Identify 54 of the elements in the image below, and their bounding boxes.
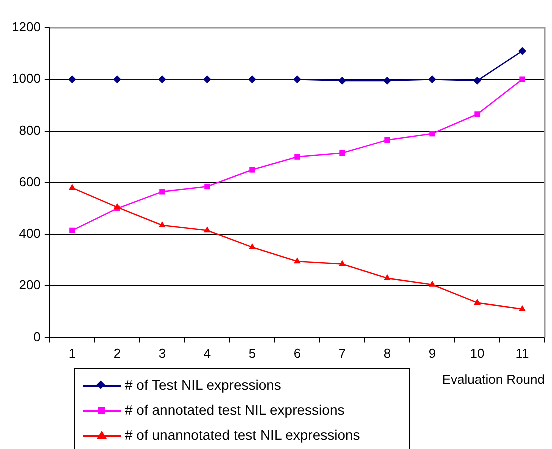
point [70,228,76,234]
x-axis-title: Evaluation Round [442,372,545,387]
x-tick-label: 9 [428,346,436,362]
x-tick-label: 11 [516,346,530,362]
point [113,76,122,84]
point [294,258,301,264]
point [428,76,436,84]
point [294,154,300,160]
y-tick-label: 1200 [12,20,41,35]
point [383,76,392,85]
point [68,76,76,84]
x-tick-label: 5 [248,346,256,362]
point [339,260,346,266]
x-tick-label: 8 [384,346,392,362]
point [160,189,166,195]
point [204,184,210,190]
y-tick-label: 800 [19,122,41,138]
point [114,203,121,210]
point [384,137,390,144]
y-tick-label: 1000 [12,71,41,86]
y-tick-label: 600 [19,174,41,190]
legend-label: # of annotated test NIL expressions [125,402,345,418]
x-tick-label: 6 [294,346,302,362]
legend-label: # of unannotated test NIL expressions [125,426,360,442]
point [248,243,256,250]
x-tick-label: 3 [158,346,166,362]
point [68,184,76,190]
y-tick-label: 0 [34,329,41,344]
point [518,47,526,56]
point [519,305,526,312]
point [384,274,391,280]
x-tick-label: 1 [68,346,76,362]
point [158,222,166,228]
x-tick-label: 4 [204,346,212,362]
point [204,226,211,233]
y-tick-label: 400 [19,226,41,242]
point [430,131,436,137]
point [473,76,482,85]
x-tick-label: 2 [114,346,122,362]
x-tick-label: 10 [470,346,485,362]
point [203,76,212,84]
point [293,76,302,84]
point [338,76,346,85]
y-tick-label: 200 [19,278,41,293]
point [429,280,436,287]
point [250,167,256,173]
point [158,76,166,84]
point [248,76,256,84]
point [474,298,481,305]
x-tick-label: 7 [338,346,346,362]
legend-label: # of Test NIL expressions [125,376,282,392]
point [474,112,480,118]
point [520,76,526,82]
point [340,150,346,156]
